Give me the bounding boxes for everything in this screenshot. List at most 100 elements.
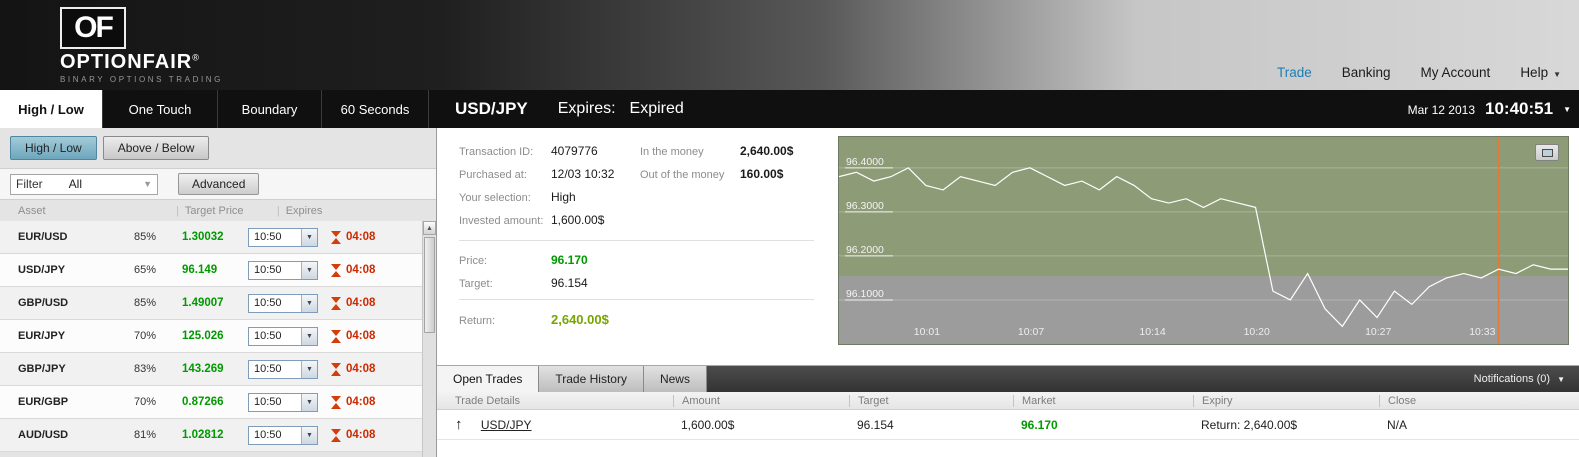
chevron-down-icon: ▼: [301, 426, 317, 444]
trade-close: N/A: [1387, 417, 1408, 432]
in-the-money-value: 2,640.00$: [740, 144, 794, 158]
datetime: Mar 12 2013 10:40:51 ▼: [1408, 99, 1579, 119]
tab-open-trades[interactable]: Open Trades: [437, 366, 540, 392]
countdown: 04:08: [346, 231, 376, 243]
expiry-select[interactable]: 10:50 ▼: [248, 227, 318, 247]
open-trade-row: ↑ USD/JPY 1,600.00$ 96.154 96.170 Return…: [437, 410, 1579, 440]
clock-text: 10:40:51: [1485, 99, 1554, 118]
col-amount: Amount: [673, 394, 849, 407]
transaction-id-label: Transaction ID:: [459, 146, 534, 158]
x-axis-label: 10:33: [1469, 327, 1495, 338]
invested-value: 1,600.00$: [551, 213, 605, 227]
scroll-up-icon[interactable]: ▲: [423, 221, 436, 235]
x-axis-label: 10:27: [1365, 327, 1391, 338]
below-target-zone: [839, 276, 1568, 344]
asset-row-audusd[interactable]: AUD/USD 81% 1.02812 10:50 ▼ 04:08: [0, 419, 422, 452]
price-chart-box: 96.4000 96.3000 96.2000 96.1000 10:01 10:07 10…: [838, 136, 1569, 345]
asset-row-gbpjpy[interactable]: GBP/JPY 83% 143.269 10:50 ▼ 04:08: [0, 353, 422, 386]
asset-row-eurgbp[interactable]: EUR/GBP 70% 0.87266 10:50 ▼ 04:08: [0, 386, 422, 419]
transaction-id-value: 4079776: [551, 144, 598, 158]
col-target-price: Target Price: [184, 205, 244, 217]
tab-high-low[interactable]: High / Low: [0, 90, 103, 128]
asset-list: EUR/USD 85% 1.30032 10:50 ▼ 04:08 USD/JPY…: [0, 221, 436, 457]
hourglass-icon: [331, 362, 341, 376]
out-of-the-money-value: 160.00$: [740, 167, 784, 181]
chevron-down-icon: ▼: [301, 393, 317, 411]
tab-60-seconds[interactable]: 60 Seconds: [322, 90, 429, 128]
chevron-down-icon: ▼: [301, 228, 317, 246]
return-label: Return:: [459, 315, 496, 327]
x-axis-label: 10:01: [914, 327, 940, 338]
col-asset: Asset: [18, 205, 46, 217]
nav-my-account[interactable]: My Account: [1420, 65, 1491, 80]
tab-boundary[interactable]: Boundary: [218, 90, 322, 128]
logo-name: OPTIONFAIR®: [60, 51, 200, 73]
expiry-select[interactable]: 10:50 ▼: [248, 326, 318, 346]
main-content: High / Low Above / Below Filter All ▼ Ad…: [0, 128, 1579, 457]
filter-select[interactable]: Filter All ▼: [10, 173, 158, 195]
filter-label: Filter: [16, 177, 43, 191]
nav-banking[interactable]: Banking: [1341, 65, 1391, 80]
hourglass-icon: [331, 428, 341, 442]
return-value: 2,640.00$: [551, 312, 609, 327]
app-header: OF OPTIONFAIR® BINARY OPTIONS TRADING Tr…: [0, 0, 1579, 90]
chevron-down-icon: ▼: [301, 327, 317, 345]
tab-strip: High / Low One Touch Boundary 60 Seconds…: [0, 90, 1579, 128]
trades-table-header: Trade Details Amount Target Market Expir…: [437, 392, 1579, 410]
tab-one-touch[interactable]: One Touch: [103, 90, 218, 128]
expiry-select[interactable]: 10:50 ▼: [248, 293, 318, 313]
subtab-high-low[interactable]: High / Low: [10, 136, 97, 160]
subtab-above-below[interactable]: Above / Below: [102, 136, 210, 160]
hourglass-icon: [331, 263, 341, 277]
price-line: [839, 167, 1568, 328]
hourglass-icon: [331, 395, 341, 409]
selection-label: Your selection:: [459, 192, 531, 204]
asset-row-eurjpy[interactable]: EUR/JPY 70% 125.026 10:50 ▼ 04:08: [0, 320, 422, 353]
expiry-select[interactable]: 10:50 ▼: [248, 392, 318, 412]
price-label: Price:: [459, 255, 488, 267]
price-value: 96.170: [551, 253, 588, 267]
hourglass-icon: [331, 329, 341, 343]
tab-trade-history[interactable]: Trade History: [539, 366, 644, 392]
nav-trade[interactable]: Trade: [1276, 65, 1312, 80]
asset-list-header: Asset | Target Price | Expires: [18, 205, 323, 217]
top-navigation: Trade Banking My Account Help ▼: [1277, 65, 1561, 80]
advanced-button[interactable]: Advanced: [178, 173, 260, 195]
countdown: 04:08: [346, 363, 376, 375]
col-expires: Expires: [285, 205, 323, 217]
registered-mark: ®: [192, 52, 200, 63]
filter-row: Filter All ▼ Advanced: [0, 168, 436, 200]
asset-row-eurusd[interactable]: EUR/USD 85% 1.30032 10:50 ▼ 04:08: [0, 221, 422, 254]
trade-asset-link[interactable]: USD/JPY: [480, 418, 532, 432]
above-target-zone: [839, 137, 1568, 277]
expiry-select[interactable]: 10:50 ▼: [248, 359, 318, 379]
asset-list-scrollbar[interactable]: ▲: [422, 221, 436, 457]
expiry-select[interactable]: 10:50 ▼: [248, 260, 318, 280]
expand-chart-button[interactable]: [1535, 144, 1559, 161]
expiry-select[interactable]: 10:50 ▼: [248, 425, 318, 445]
tab-news[interactable]: News: [643, 366, 707, 392]
chevron-down-icon: ▼: [143, 179, 152, 189]
asset-row-usdjpy[interactable]: USD/JPY 65% 96.149 10:50 ▼ 04:08: [0, 254, 422, 287]
purchased-at-label: Purchased at:: [459, 169, 527, 181]
bottom-tabs-strip: Open Trades Trade History News Notificat…: [437, 366, 1579, 392]
y-axis-label: 96.4000: [846, 157, 884, 168]
nav-help[interactable]: Help ▼: [1520, 65, 1561, 80]
date-text: Mar 12 2013: [1407, 103, 1476, 117]
optionfair-logo: OF OPTIONFAIR® BINARY OPTIONS TRADING: [60, 7, 223, 84]
logo-badge: OF: [60, 7, 126, 49]
in-the-money-label: In the money: [640, 146, 704, 158]
chevron-down-icon: ▼: [301, 261, 317, 279]
instrument-title-bar: USD/JPY Expires: Expired Mar 12 2013 10:…: [437, 90, 1579, 128]
trade-top-section: Transaction ID: 4079776 Purchased at: 12/0…: [437, 128, 1579, 365]
purchased-at-value: 12/03 10:32: [551, 167, 615, 181]
collapse-caret-icon[interactable]: ▼: [1563, 104, 1571, 114]
asset-row-gbpusd[interactable]: GBP/USD 85% 1.49007 10:50 ▼ 04:08: [0, 287, 422, 320]
details-right-column: In the money 2,640.00$ Out of the money 16…: [640, 144, 793, 236]
notifications-toggle[interactable]: Notifications (0) ▼: [1474, 366, 1579, 392]
invested-label: Invested amount:: [459, 215, 544, 227]
hourglass-icon: [331, 230, 341, 244]
scrollbar-thumb[interactable]: [424, 237, 435, 333]
y-axis-label: 96.1000: [846, 289, 884, 300]
trade-market: 96.170: [1021, 417, 1058, 432]
